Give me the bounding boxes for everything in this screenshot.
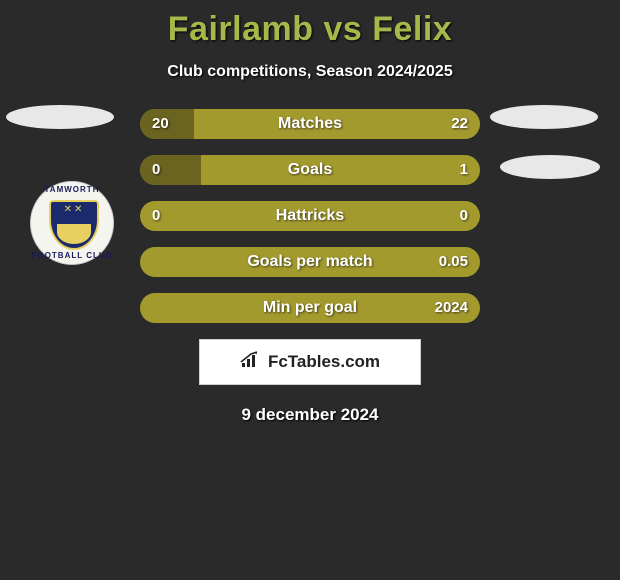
comparison-card: Fairlamb vs Felix Club competitions, Sea… [0,0,620,580]
stat-label: Min per goal [140,293,480,323]
stat-value-right: 0.05 [439,247,468,277]
stats-area: TAMWORTH FOOTBALL CLUB 20Matches220Goals… [0,109,620,425]
stat-row: 0Hattricks0 [140,201,480,231]
stat-label: Goals per match [140,247,480,277]
stat-value-right: 1 [460,155,468,185]
stat-row: 0Goals1 [140,155,480,185]
chart-icon [240,351,262,374]
source-logo-box: FcTables.com [199,339,421,385]
source-logo-text: FcTables.com [268,352,380,372]
badge-shield-icon [49,200,99,250]
stat-label: Matches [140,109,480,139]
stat-bars: 20Matches220Goals10Hattricks0Goals per m… [140,109,480,323]
placeholder-ellipse-left [6,105,114,129]
subtitle: Club competitions, Season 2024/2025 [0,63,620,81]
page-title: Fairlamb vs Felix [0,0,620,49]
badge-text-top: TAMWORTH [31,185,113,194]
stat-label: Goals [140,155,480,185]
stat-value-right: 0 [460,201,468,231]
placeholder-ellipse-right-2 [500,155,600,179]
badge-text-bottom: FOOTBALL CLUB [31,251,113,260]
date-line: 9 december 2024 [0,405,620,425]
club-badge-circle: TAMWORTH FOOTBALL CLUB [30,181,114,265]
stat-value-right: 2024 [435,293,468,323]
stat-label: Hattricks [140,201,480,231]
club-badge: TAMWORTH FOOTBALL CLUB [30,181,112,263]
stat-row: 20Matches22 [140,109,480,139]
stat-value-right: 22 [451,109,468,139]
stat-row: Min per goal2024 [140,293,480,323]
placeholder-ellipse-right-1 [490,105,598,129]
stat-row: Goals per match0.05 [140,247,480,277]
